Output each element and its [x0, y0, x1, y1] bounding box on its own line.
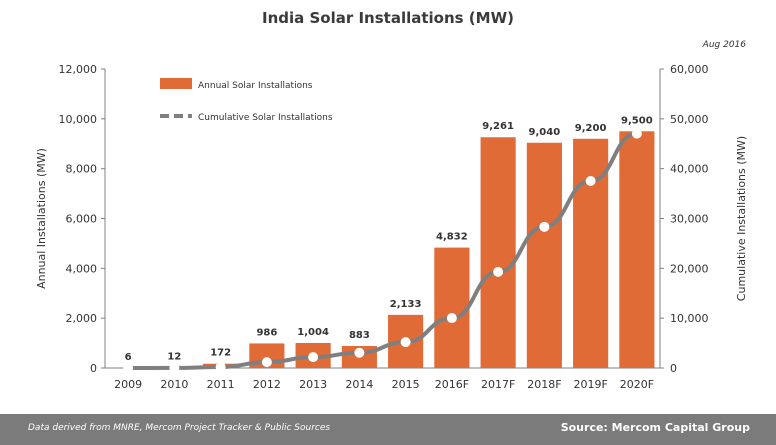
x-tick-label: 2020F — [620, 378, 654, 391]
cumulative-point — [493, 266, 504, 277]
right-tick-label: 0 — [670, 362, 677, 375]
left-tick-label: 2,000 — [66, 312, 98, 325]
left-tick-label: 8,000 — [66, 163, 98, 176]
y2-axis-title: Cumulative Installations (MW) — [735, 136, 748, 301]
cumulative-point — [169, 362, 180, 373]
cumulative-point — [123, 362, 134, 373]
left-tick-label: 4,000 — [66, 262, 98, 275]
right-tick-label: 40,000 — [670, 163, 709, 176]
cumulative-point — [400, 337, 411, 348]
x-tick-label: 2019F — [573, 378, 607, 391]
right-tick-label: 50,000 — [670, 113, 709, 126]
cumulative-point — [215, 362, 226, 373]
left-tick-label: 12,000 — [59, 63, 98, 76]
legend-line-label: Cumulative Solar Installations — [198, 113, 333, 123]
legend-bar-label: Annual Solar Installations — [198, 81, 313, 91]
bar-data-label: 9,500 — [621, 115, 653, 126]
x-tick-label: 2018F — [527, 378, 561, 391]
y-axis-title: Annual Installations (MW) — [35, 148, 48, 289]
x-tick-label: 2010 — [160, 378, 188, 391]
bar-data-label: 4,832 — [436, 232, 468, 243]
cumulative-point — [261, 357, 272, 368]
bar — [619, 131, 655, 368]
chart-title: India Solar Installations (MW) — [262, 9, 514, 27]
legend-bar-swatch — [160, 78, 192, 89]
x-tick-label: 2015 — [392, 378, 420, 391]
left-tick-label: 0 — [90, 362, 97, 375]
right-tick-label: 20,000 — [670, 262, 709, 275]
bar-data-label: 9,261 — [482, 121, 514, 132]
bar-data-label: 12 — [167, 352, 181, 363]
cumulative-point — [446, 313, 457, 324]
bar-data-label: 883 — [349, 330, 370, 341]
left-tick-label: 6,000 — [66, 213, 98, 226]
chart-plot: 0 2,000 4,000 6,000 8,000 10,000 12,000 0 10,000… — [35, 63, 748, 391]
cumulative-point — [539, 221, 550, 232]
x-tick-label: 2009 — [114, 378, 142, 391]
x-tick-label: 2014 — [345, 378, 373, 391]
bar — [526, 142, 562, 368]
cumulative-point — [308, 352, 319, 363]
footer-source: Source: Mercom Capital Group — [560, 421, 750, 434]
cumulative-point — [585, 175, 596, 186]
right-tick-label: 30,000 — [670, 213, 709, 226]
footer-bar: Data derived from MNRE, Mercom Project T… — [0, 414, 776, 445]
bar-data-label: 1,004 — [297, 327, 329, 338]
footer-data-note: Data derived from MNRE, Mercom Project T… — [28, 423, 331, 433]
bar-data-label: 2,133 — [390, 299, 422, 310]
bar — [480, 137, 516, 368]
date-note: Aug 2016 — [702, 40, 746, 50]
left-tick-label: 10,000 — [59, 113, 98, 126]
bar-data-label: 6 — [125, 352, 132, 363]
right-tick-label: 60,000 — [670, 63, 709, 76]
bar-data-label: 9,040 — [529, 127, 561, 138]
right-tick-label: 10,000 — [670, 312, 709, 325]
bar-data-label: 986 — [256, 327, 277, 338]
bar-data-label: 172 — [210, 348, 231, 359]
cumulative-point — [631, 128, 642, 139]
x-tick-label: 2017F — [481, 378, 515, 391]
x-tick-label: 2012 — [253, 378, 281, 391]
x-tick-label: 2013 — [299, 378, 327, 391]
cumulative-point — [354, 347, 365, 358]
x-tick-label: 2011 — [207, 378, 235, 391]
bar-data-label: 9,200 — [575, 123, 607, 134]
bar — [434, 247, 470, 368]
x-tick-label: 2016F — [435, 378, 469, 391]
